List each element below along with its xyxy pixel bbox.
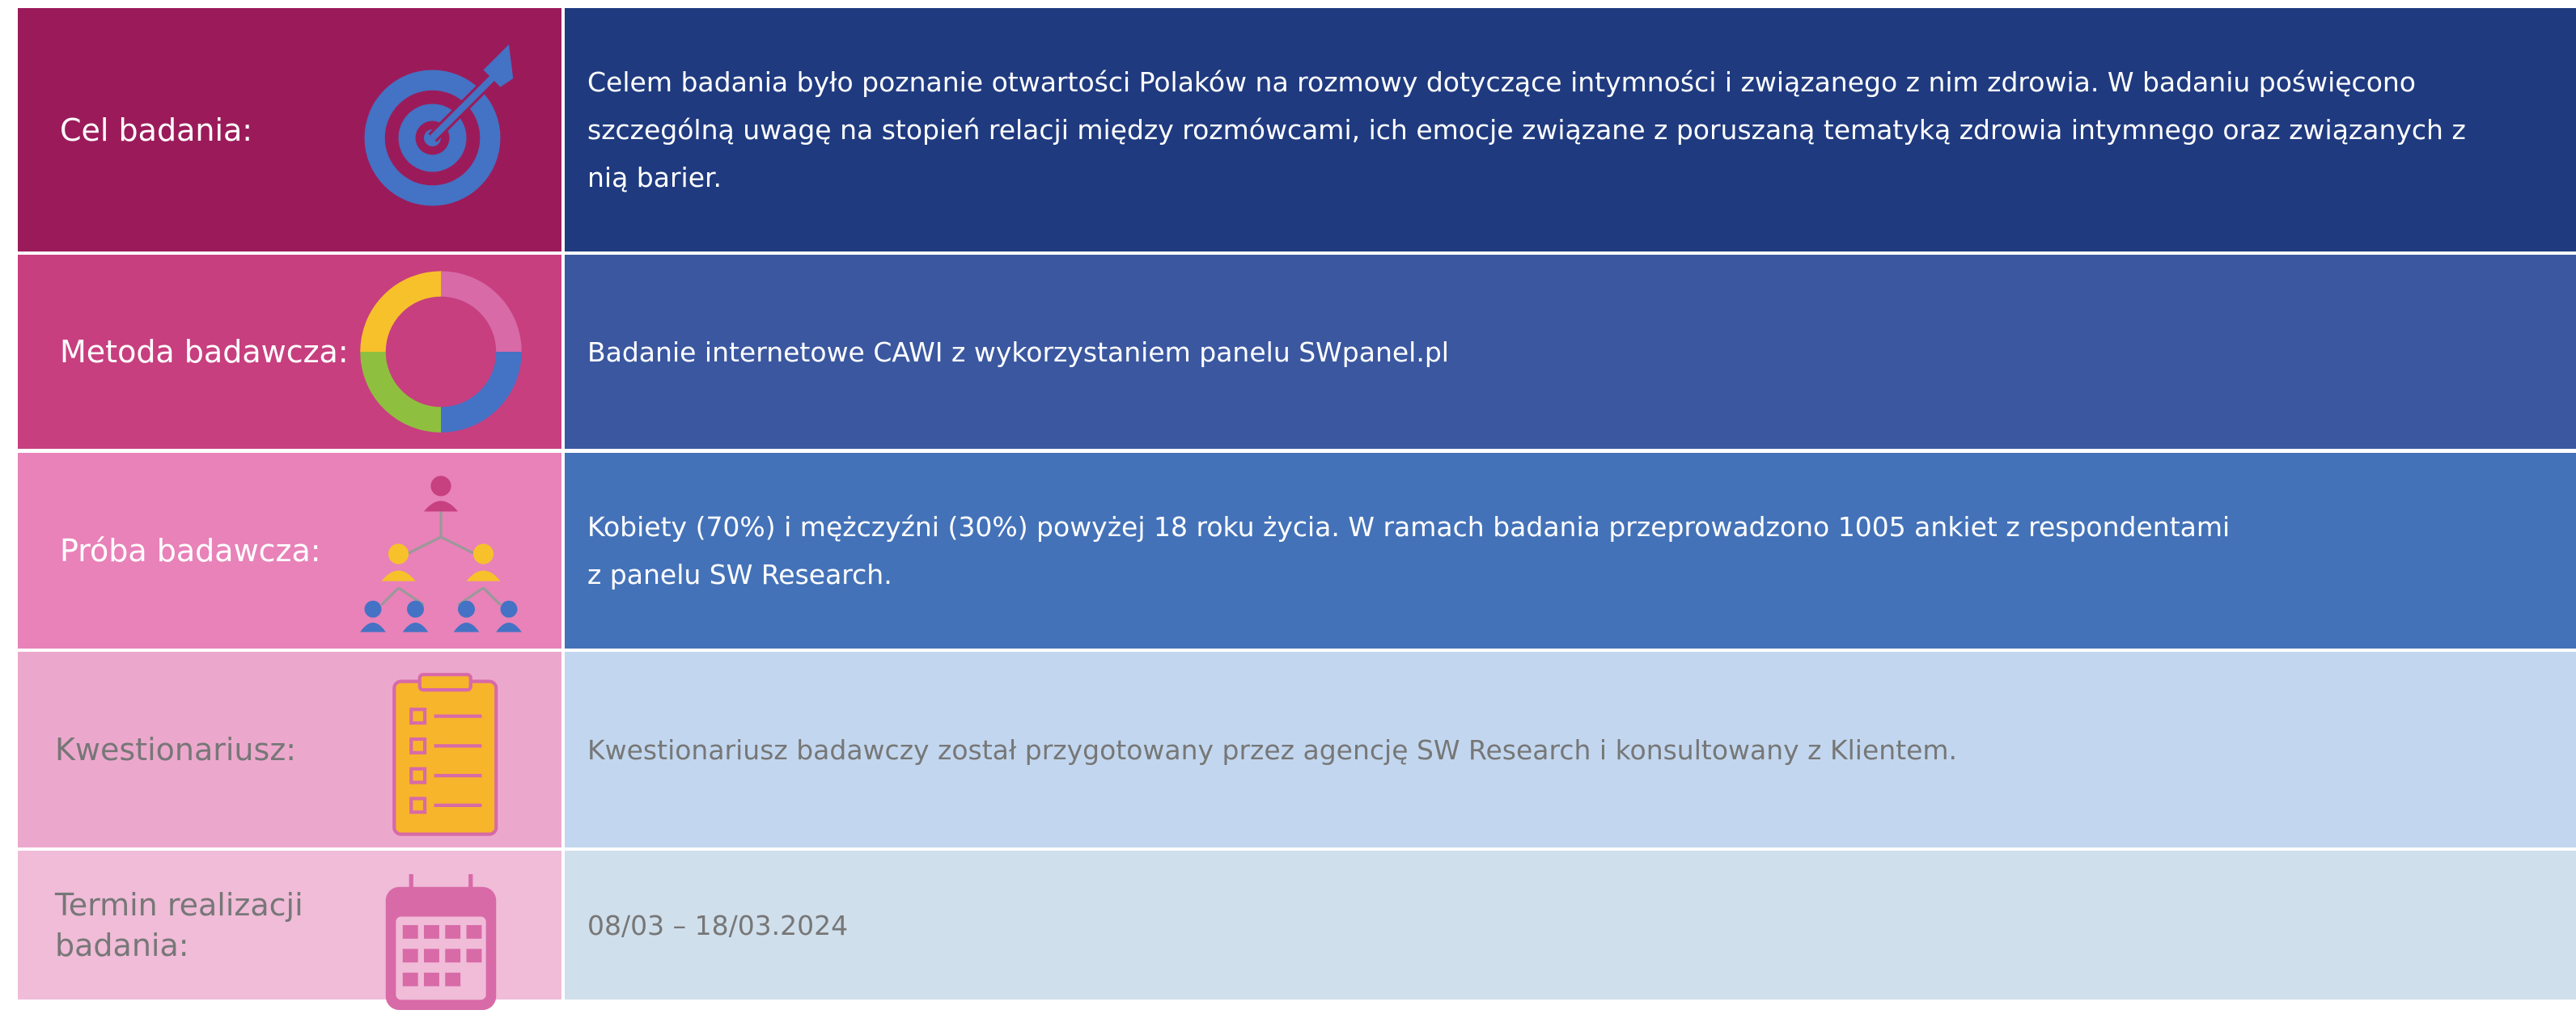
calendar-icon (385, 874, 497, 1010)
label-line: Metoda badawcza: (60, 334, 349, 370)
label-line: Cel badania: (60, 112, 253, 148)
row-text: 08/03 – 18/03.2024 (565, 851, 2576, 1000)
label-line: badania: (55, 928, 189, 963)
cycle-icon (360, 271, 522, 433)
sample-icon (360, 475, 522, 632)
text-line: Badanie internetowe CAWI z wykorzystanie… (587, 336, 1449, 368)
text-line: szczególną uwagę na stopień relacji międ… (587, 114, 2466, 146)
text-line: z panelu SW Research. (587, 559, 892, 590)
row-text: Kobiety (70%) i mężczyźni (30%) powyżej … (565, 453, 2576, 649)
row-text: Celem badania było poznanie otwartości P… (565, 8, 2576, 251)
row-text: Kwestionariusz badawczy został przygotow… (565, 652, 2576, 847)
label-line: Próba badawcza: (60, 533, 321, 568)
label-line: Kwestionariusz: (55, 732, 297, 767)
text-line: Celem badania było poznanie otwartości P… (587, 66, 2417, 98)
text-line: Kobiety (70%) i mężczyźni (30%) powyżej … (587, 511, 2231, 543)
text-line: Kwestionariusz badawczy został przygotow… (587, 733, 1958, 766)
clipboard-icon (392, 673, 498, 836)
label-line: Termin realizacji (55, 887, 303, 923)
text-line: nią barier. (587, 162, 722, 193)
text-line: 08/03 – 18/03.2024 (587, 909, 849, 941)
page: Cel badania: Celem badania było poznanie … (18, 8, 2576, 1010)
target-icon (364, 44, 514, 206)
row-text: Badanie internetowe CAWI z wykorzystanie… (565, 255, 2576, 449)
